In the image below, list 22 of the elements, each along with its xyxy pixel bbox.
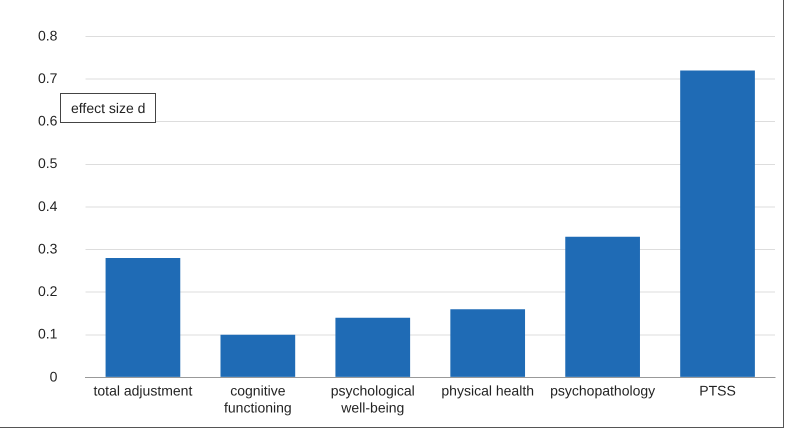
y-tick-label: 0.1 — [38, 326, 58, 342]
bar — [106, 258, 180, 377]
y-tick-label: 0 — [50, 368, 58, 384]
y-tick-label: 0.5 — [38, 155, 58, 172]
x-tick-label: psychological well-being — [330, 382, 415, 416]
bar — [565, 236, 640, 377]
y-tick-label: 0.3 — [38, 240, 58, 256]
y-tick-label: 0.8 — [38, 27, 58, 44]
annotation: effect size d — [60, 93, 156, 123]
x-tick-label: psychopathology — [550, 382, 656, 399]
x-tick-label: physical health — [441, 382, 534, 399]
bar — [450, 309, 526, 377]
bar — [680, 70, 755, 377]
y-tick-label: 0.2 — [38, 283, 58, 300]
y-tick-label: 0.7 — [38, 70, 58, 86]
x-tick-label: PTSS — [699, 382, 736, 399]
y-tick-label: 0.4 — [38, 198, 58, 214]
bar — [335, 318, 410, 377]
y-tick-label: 0.6 — [38, 112, 58, 129]
bar — [220, 334, 296, 377]
x-tick-label: total adjustment — [94, 382, 192, 399]
x-tick-label: cognitive functioning — [224, 382, 292, 416]
